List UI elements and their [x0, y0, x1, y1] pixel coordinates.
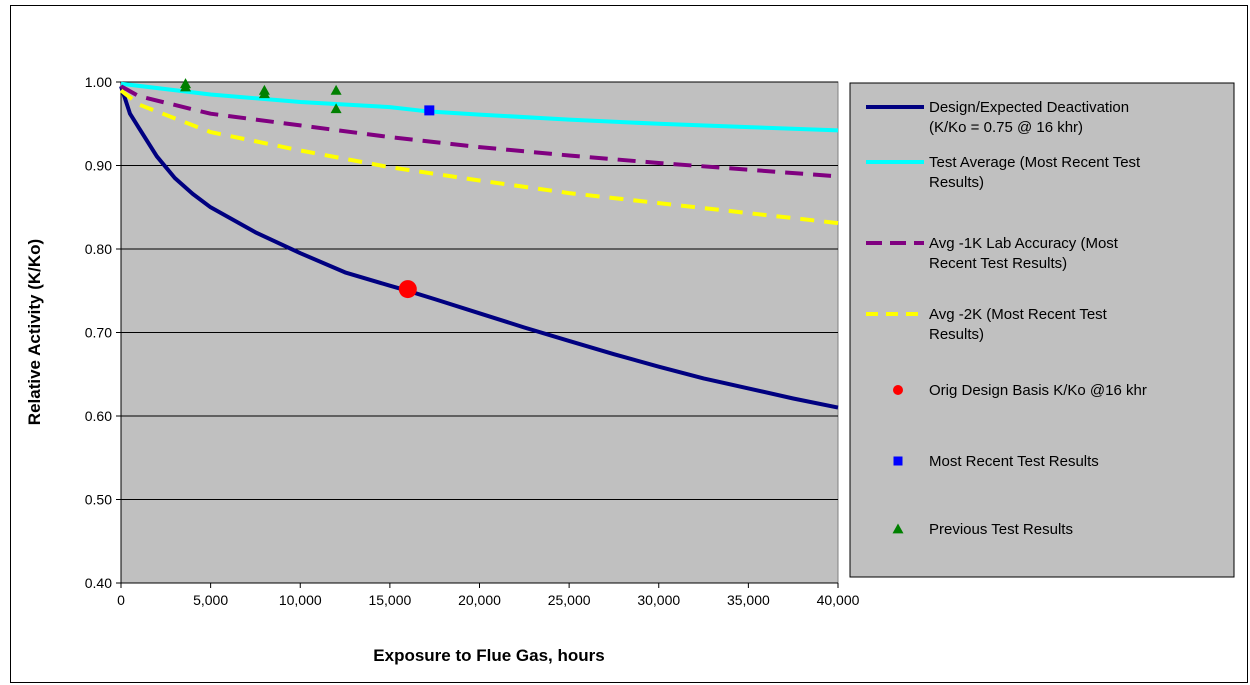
y-tick-label: 0.80: [85, 241, 112, 257]
y-tick-label: 0.70: [85, 325, 112, 341]
legend-label: Most Recent Test Results: [929, 453, 1099, 470]
series-layer: [119, 78, 839, 410]
y-tick-label: 0.50: [85, 492, 112, 508]
y-tick-label: 0.60: [85, 408, 112, 424]
legend-label: Avg -2K (Most Recent Test: [929, 306, 1108, 323]
series-line-1: [120, 81, 839, 133]
legend-symbol: [893, 385, 903, 395]
x-tick-label: 30,000: [637, 592, 680, 608]
x-tick-label: 5,000: [193, 592, 228, 608]
legend-box: [849, 82, 1235, 578]
legend-label: Avg -1K Lab Accuracy (Most: [929, 235, 1119, 252]
x-tick-label: 25,000: [548, 592, 591, 608]
legend: Design/Expected Deactivation (K/Ko = 0.75…: [866, 99, 1147, 538]
series-point-4: [398, 280, 417, 299]
series-point-6: [180, 81, 192, 92]
x-tick-label: 20,000: [458, 592, 501, 608]
legend-label: Design/Expected Deactivation: [929, 99, 1129, 116]
series-point-6: [330, 84, 342, 95]
series-point-6: [258, 88, 270, 99]
series-point-5: [424, 105, 435, 116]
legend-symbol: [892, 523, 904, 534]
y-axis-title: Relative Activity (K/Ko): [25, 239, 44, 425]
legend-label: Recent Test Results): [929, 255, 1067, 272]
legend-label: Test Average (Most Recent Test: [929, 154, 1141, 171]
x-tick-label: 40,000: [817, 592, 860, 608]
series-point-6: [330, 103, 342, 114]
x-tick-label: 10,000: [279, 592, 322, 608]
legend-label: Orig Design Basis K/Ko @16 khr: [929, 382, 1147, 399]
series-line-3: [119, 88, 839, 226]
legend-label: Results): [929, 174, 984, 191]
legend-symbol: [893, 456, 903, 466]
y-tick-label: 0.90: [85, 158, 112, 174]
x-tick-label: 15,000: [368, 592, 411, 608]
legend-label: (K/Ko = 0.75 @ 16 khr): [929, 119, 1083, 136]
legend-label: Previous Test Results: [929, 521, 1073, 538]
y-tick-label: 0.40: [85, 575, 112, 591]
series-line-2: [120, 84, 839, 179]
y-tick-label: 1.00: [85, 74, 112, 90]
x-axis-title: Exposure to Flue Gas, hours: [373, 646, 604, 665]
x-tick-label: 35,000: [727, 592, 770, 608]
axes: 0.40 0.50 0.60 0.70 0.80 0.90 1.00 0 5,000 10,000…: [85, 74, 860, 608]
legend-label: Results): [929, 326, 984, 343]
x-tick-label: 0: [117, 592, 125, 608]
